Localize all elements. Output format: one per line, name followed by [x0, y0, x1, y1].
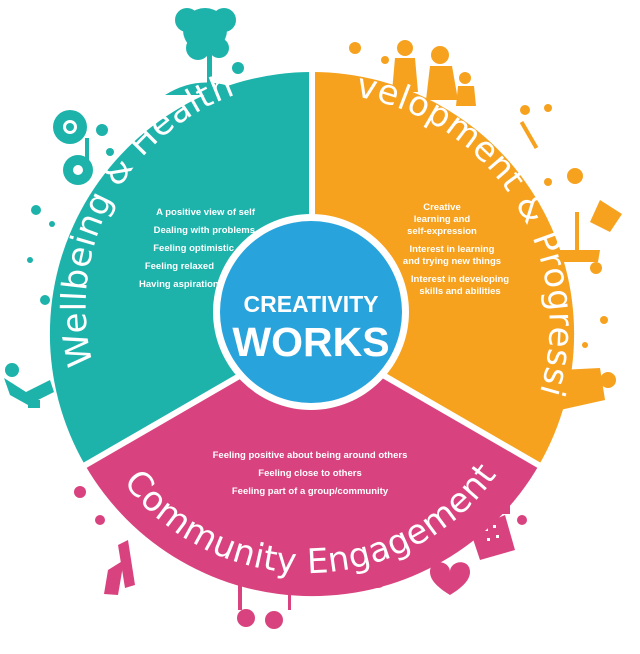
bicycle-icon	[235, 567, 291, 629]
list-item: Feeling part of a group/community	[232, 486, 389, 497]
center-title-line2: WORKS	[232, 319, 389, 365]
sunflower-icon	[53, 110, 89, 168]
center-badge: CREATIVITY WORKS	[213, 214, 409, 410]
list-item: Feeling optimistic	[153, 243, 234, 254]
wheel	[49, 68, 575, 597]
list-item: Creative	[423, 202, 461, 213]
list-item: Interest in developing	[411, 274, 509, 285]
list-item: self-expression	[407, 226, 477, 237]
right-dots	[560, 262, 616, 410]
community-list: Feeling positive about being around othe…	[213, 450, 408, 497]
person-stretch-icon	[4, 363, 54, 408]
flower-icon	[63, 124, 114, 185]
list-item: A positive view of self	[156, 207, 256, 218]
paint-brush-icon	[519, 104, 583, 186]
list-item: learning and	[414, 214, 471, 225]
left-dots	[27, 205, 55, 305]
climber-icon	[74, 486, 135, 595]
center-circle	[220, 221, 402, 403]
list-item: Feeling close to others	[258, 468, 361, 479]
lamp-icon	[560, 200, 622, 262]
list-item: Feeling relaxed	[145, 261, 214, 272]
development-list: Creative learning and self-expression In…	[403, 202, 509, 297]
family-silhouette-icon	[349, 40, 476, 106]
list-item: skills and abilities	[419, 286, 500, 297]
list-item: and trying new things	[403, 256, 501, 267]
list-item: Dealing with problems	[154, 225, 255, 236]
list-item: Feeling positive about being around othe…	[213, 450, 408, 461]
list-item: Interest in learning	[410, 244, 495, 255]
list-item: Having aspirations	[139, 279, 224, 290]
center-title-line1: CREATIVITY	[243, 291, 378, 317]
wellbeing-list: A positive view of self Dealing with pro…	[139, 207, 256, 290]
